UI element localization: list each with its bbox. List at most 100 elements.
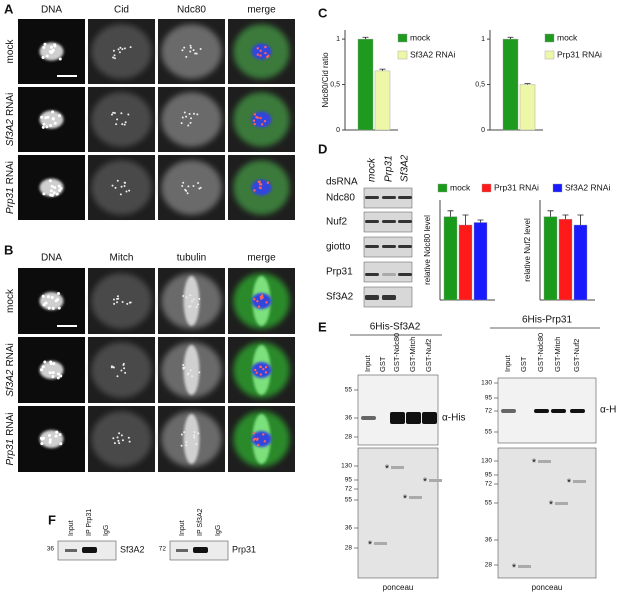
blot-row-label: Ndc80 xyxy=(326,193,355,204)
marker-label: 130 xyxy=(481,458,492,465)
dna-dot xyxy=(55,430,59,434)
marker-label: 28 xyxy=(485,562,493,569)
dot xyxy=(127,113,130,116)
dna-dot xyxy=(50,193,54,197)
bar xyxy=(374,70,391,131)
dot xyxy=(194,52,197,55)
y-tick-label: 0 xyxy=(336,127,340,134)
marker-label: 55 xyxy=(345,497,353,504)
bar xyxy=(357,38,374,131)
dot xyxy=(185,115,188,118)
dna-dot xyxy=(57,306,61,310)
dot xyxy=(180,122,183,125)
band xyxy=(382,295,396,300)
dot xyxy=(183,111,186,114)
dna-dot xyxy=(57,184,61,188)
column-header: Mitch xyxy=(110,253,134,264)
lane-label: Input xyxy=(68,520,75,536)
dot xyxy=(119,193,122,196)
dot xyxy=(113,442,116,445)
dot xyxy=(183,431,186,434)
dot xyxy=(196,113,199,116)
dna-dot xyxy=(40,368,44,372)
dna-dot xyxy=(42,192,46,196)
dot xyxy=(114,186,117,189)
row-label: Prp31 RNAi xyxy=(5,412,16,465)
marker-label: 55 xyxy=(485,429,493,436)
dna-dot xyxy=(43,360,47,364)
row-label-gene: Sf3A2 xyxy=(5,119,16,147)
dot xyxy=(124,121,127,124)
marker-label: 36 xyxy=(345,525,353,532)
lane-label: mock xyxy=(367,157,378,182)
dna-dot xyxy=(42,122,46,126)
dot xyxy=(116,179,119,182)
red-dot xyxy=(256,47,259,50)
dot xyxy=(116,118,119,121)
dot xyxy=(185,441,188,444)
ponceau-band xyxy=(538,460,551,463)
dna-dot xyxy=(45,54,49,58)
dot xyxy=(119,46,122,49)
lane-label: GST-Ndc80 xyxy=(536,333,545,372)
micrograph xyxy=(228,268,295,334)
dna-dot xyxy=(54,434,58,438)
lane-label: IgG xyxy=(103,525,110,536)
dot xyxy=(117,439,120,442)
dot xyxy=(126,302,129,305)
dot xyxy=(192,49,195,52)
dot xyxy=(129,46,132,49)
dot xyxy=(195,52,198,55)
lane-label: Input xyxy=(363,354,372,372)
dna-dot xyxy=(50,184,54,188)
legend-label: Prp31 RNAi xyxy=(557,49,602,59)
dot xyxy=(113,302,116,305)
column-header: DNA xyxy=(41,5,62,16)
blue xyxy=(251,293,272,309)
dna-dot xyxy=(49,360,53,364)
micrograph xyxy=(228,406,295,472)
dot xyxy=(187,124,190,127)
ponceau-band xyxy=(573,480,586,483)
dot xyxy=(185,296,188,299)
dot xyxy=(190,117,193,120)
band xyxy=(65,549,77,552)
target-label: Prp31 xyxy=(232,544,256,554)
marker-label: 95 xyxy=(345,477,353,484)
band xyxy=(398,196,412,199)
micrograph xyxy=(158,268,225,334)
red-dot xyxy=(252,438,256,441)
dna-dot xyxy=(40,437,44,441)
legend-label: mock xyxy=(557,32,578,42)
red-dot xyxy=(255,115,258,119)
micrograph xyxy=(158,87,225,152)
dot xyxy=(181,49,184,52)
dot xyxy=(127,436,130,439)
red-dot xyxy=(264,371,268,374)
panel-label: E xyxy=(318,319,327,334)
red-dot xyxy=(265,301,268,304)
micrograph xyxy=(228,87,295,152)
dot xyxy=(183,46,186,49)
dna-blob xyxy=(39,110,64,129)
error-bar xyxy=(362,36,369,40)
panel-label: D xyxy=(318,141,327,156)
micrograph xyxy=(228,19,295,84)
marker-label: 36 xyxy=(485,537,493,544)
y-axis-label: relative Nuf2 level xyxy=(523,218,532,282)
blot-row-label: Nuf2 xyxy=(326,217,348,228)
lane-label: GST xyxy=(378,356,387,372)
y-tick-label: 1 xyxy=(336,36,340,43)
band xyxy=(361,416,376,420)
row-label-text: RNAi xyxy=(5,93,16,116)
dot xyxy=(129,301,132,304)
antibody-label: α-His xyxy=(600,405,617,416)
dot xyxy=(187,372,190,375)
dot xyxy=(123,47,126,50)
band xyxy=(501,409,516,413)
legend-swatch xyxy=(437,183,448,193)
red-dot xyxy=(267,54,270,58)
dna-dot xyxy=(51,117,55,121)
legend-swatch xyxy=(397,50,408,60)
lane-label: Input xyxy=(179,520,186,536)
